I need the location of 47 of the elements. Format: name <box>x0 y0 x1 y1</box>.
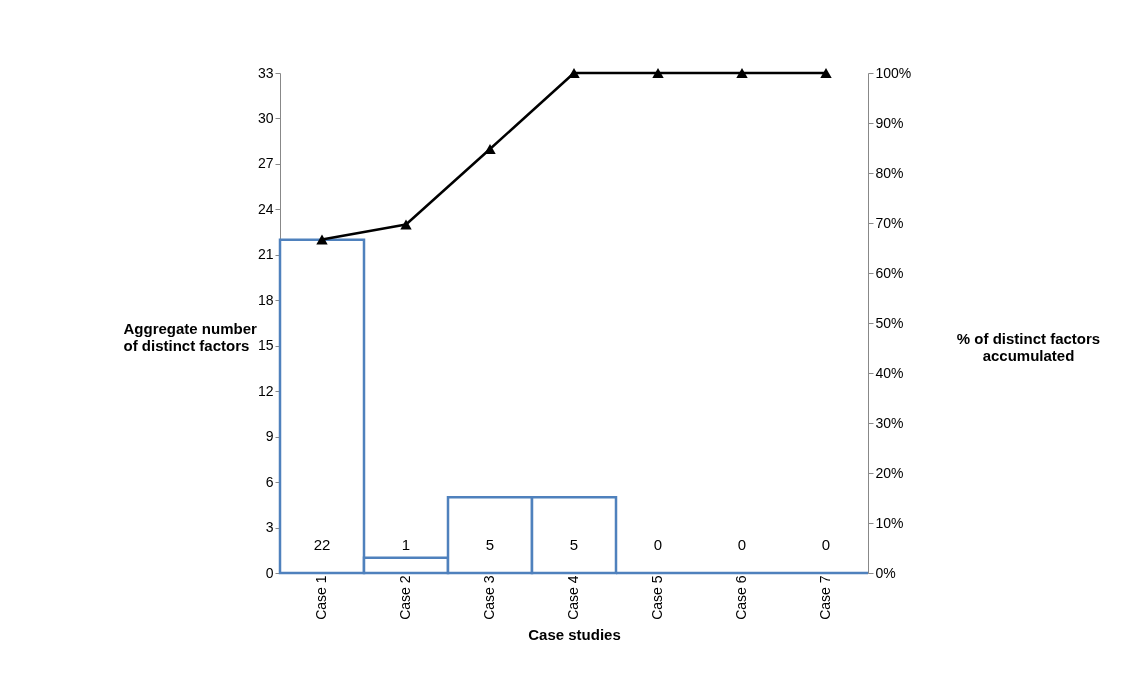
y2-tick-label: 40% <box>875 364 904 381</box>
x-tick-label: Case 5 <box>649 575 665 620</box>
y-tick-label: 15 <box>257 337 274 354</box>
point <box>484 144 496 154</box>
y-tick-label: 12 <box>257 382 274 399</box>
y2-axis-title: % of distinct factors accumulated <box>956 329 1101 364</box>
y2-tick-label: 70% <box>875 214 904 231</box>
x-axis-title: Case studies <box>528 625 621 643</box>
y2-tick-label: 10% <box>875 514 904 531</box>
y-tick-label: 18 <box>257 291 274 308</box>
data-label: 5 <box>485 536 495 553</box>
data-label: 0 <box>653 536 663 553</box>
point <box>652 68 664 78</box>
y2-tick-label: 0% <box>875 564 896 581</box>
y-tick-label: 3 <box>265 519 274 536</box>
point <box>820 68 832 78</box>
data-label: 5 <box>569 536 579 553</box>
y2-tick-label: 30% <box>875 414 904 431</box>
data-label: 0 <box>821 536 831 553</box>
x-tick-label: Case 3 <box>481 575 497 620</box>
y-tick-label: 27 <box>257 155 274 172</box>
x-tick-label: Case 6 <box>733 575 749 620</box>
point <box>316 234 328 245</box>
y-axis-title: Aggregate number of distinct factors <box>123 319 258 354</box>
y2-tick-label: 50% <box>875 314 904 331</box>
x-tick-label: Case 2 <box>397 575 413 620</box>
y-tick-label: 0 <box>265 564 274 581</box>
point <box>568 68 580 78</box>
y2-tick-label: 60% <box>875 264 904 281</box>
data-label: 22 <box>313 536 331 553</box>
y2-tick-label: 100% <box>875 64 912 81</box>
x-tick-label: Case 1 <box>313 575 329 620</box>
point <box>400 219 412 230</box>
y2-tick-label: 20% <box>875 464 904 481</box>
data-label: 1 <box>401 536 411 553</box>
y-tick-label: 21 <box>257 246 274 263</box>
y-tick-label: 9 <box>265 428 274 445</box>
data-label: 0 <box>737 536 747 553</box>
y2-tick-label: 90% <box>875 114 904 131</box>
y-tick-label: 24 <box>257 200 274 217</box>
x-tick-label: Case 7 <box>817 575 833 620</box>
y-tick-label: 33 <box>257 64 274 81</box>
point <box>736 68 748 78</box>
x-tick-label: Case 4 <box>565 575 581 620</box>
y-tick-label: 30 <box>257 109 274 126</box>
y2-tick-label: 80% <box>875 164 904 181</box>
y-tick-label: 6 <box>265 473 274 490</box>
